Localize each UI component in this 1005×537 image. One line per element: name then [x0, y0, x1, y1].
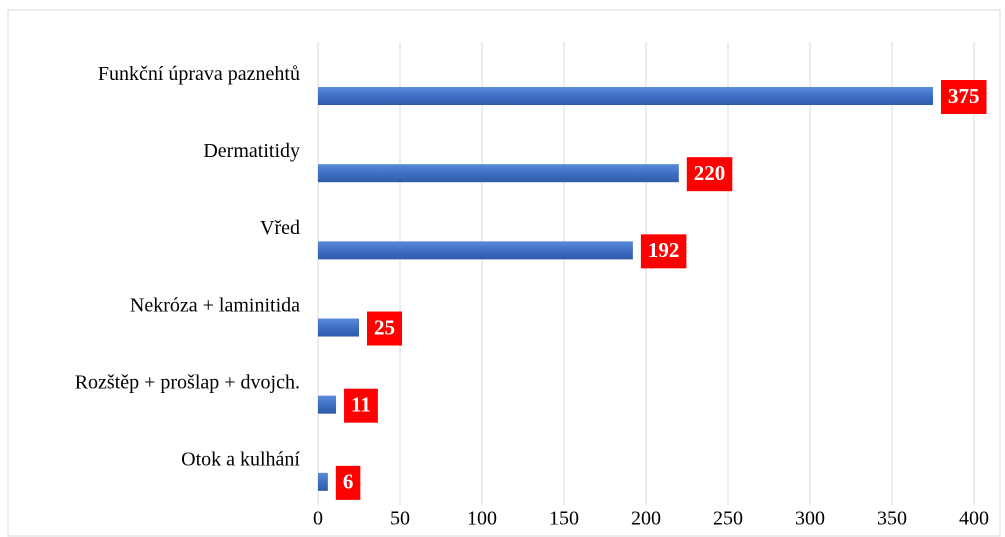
- x-tick-label: 350: [877, 508, 907, 530]
- category-label: Rozštěp + prošlap + dvojch.: [75, 371, 300, 393]
- x-tick-label: 0: [313, 508, 323, 530]
- x-tick-label: 400: [959, 508, 989, 530]
- chart-border: [7, 9, 1001, 537]
- value-label-box: [335, 465, 361, 500]
- value-label: 6: [343, 470, 354, 494]
- x-tick-label: 300: [795, 508, 825, 530]
- value-label: 11: [351, 392, 371, 416]
- value-label-box: [941, 80, 987, 115]
- bar: [318, 395, 337, 414]
- x-tick-label: 100: [467, 508, 497, 530]
- x-tick-label: 250: [713, 508, 743, 530]
- value-label: 192: [648, 238, 680, 262]
- x-tick-label: 200: [631, 508, 661, 530]
- bar: [318, 164, 679, 183]
- value-label: 25: [374, 315, 395, 339]
- value-label-box: [367, 311, 402, 346]
- bar: [318, 241, 633, 260]
- value-label: 375: [948, 84, 980, 108]
- category-label: Vřed: [260, 217, 300, 239]
- category-label: Dermatitidy: [203, 140, 300, 162]
- bar: [318, 87, 933, 106]
- category-label: Otok a kulhání: [181, 449, 300, 471]
- category-label: Nekróza + laminitida: [130, 294, 300, 316]
- value-label: 220: [694, 161, 726, 185]
- value-label-box: [640, 234, 687, 269]
- x-tick-label: 150: [549, 508, 579, 530]
- bar: [318, 318, 359, 337]
- value-label-box: [686, 157, 733, 192]
- value-label-box: [344, 388, 378, 423]
- bar: [318, 472, 328, 491]
- x-tick-label: 50: [390, 508, 410, 530]
- category-label: Funkční úprava paznehtů: [98, 63, 300, 85]
